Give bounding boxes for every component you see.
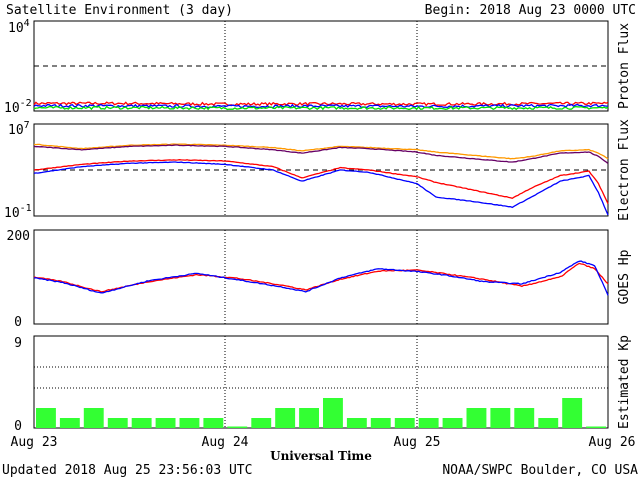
hp-panel-frame bbox=[33, 229, 609, 325]
electron-flux-series-orange bbox=[33, 143, 609, 160]
electron-flux-plot bbox=[33, 143, 609, 216]
xaxis-label: Universal Time bbox=[270, 449, 372, 463]
kp-ytick-top: 9 bbox=[14, 336, 22, 351]
kp-bar bbox=[227, 426, 248, 428]
kp-panel-frame bbox=[33, 335, 609, 429]
kp-ylabel: Estimated Kp bbox=[617, 335, 632, 429]
xtick-aug24: Aug 24 bbox=[202, 435, 249, 450]
kp-bar bbox=[418, 418, 439, 428]
kp-bar bbox=[346, 418, 367, 428]
kp-bar bbox=[131, 418, 152, 428]
kp-bar bbox=[83, 408, 104, 428]
kp-bar bbox=[514, 408, 535, 428]
kp-bar bbox=[442, 418, 463, 428]
chart-title: Satellite Environment (3 day) bbox=[6, 3, 233, 18]
kp-bar bbox=[59, 418, 80, 428]
kp-bar bbox=[538, 418, 559, 428]
kp-bars bbox=[36, 398, 606, 428]
hp-ylabel: GOES Hp bbox=[617, 249, 632, 304]
kp-bar bbox=[155, 418, 176, 428]
electron-flux-series-blue bbox=[33, 161, 609, 216]
kp-bar bbox=[394, 418, 415, 428]
kp-ytick-bottom: 0 bbox=[14, 419, 22, 434]
proton-ytick-bottom: 10-2 bbox=[4, 98, 32, 116]
kp-bar bbox=[299, 408, 319, 428]
credit-label: NOAA/SWPC Boulder, CO USA bbox=[442, 463, 638, 478]
hp-ytick-top: 200 bbox=[7, 229, 30, 244]
kp-bar bbox=[179, 418, 200, 428]
goes-hp-series-blue bbox=[33, 260, 609, 296]
proton-ytick-top: 104 bbox=[8, 18, 30, 36]
proton-flux-series-blue bbox=[33, 103, 609, 109]
electron-flux-series-purple bbox=[33, 144, 609, 164]
kp-bar bbox=[323, 398, 343, 428]
goes-hp-plot bbox=[33, 260, 609, 296]
electron-flux-series-red bbox=[33, 159, 609, 204]
begin-label: Begin: 2018 Aug 23 0000 UTC bbox=[425, 3, 636, 18]
xtick-aug23: Aug 23 bbox=[11, 435, 58, 450]
proton-ylabel: Proton Flux bbox=[617, 23, 632, 109]
kp-bar bbox=[490, 408, 511, 428]
updated-label: Updated 2018 Aug 25 23:56:03 UTC bbox=[2, 463, 252, 478]
electron-ytick-top: 107 bbox=[8, 120, 30, 138]
kp-bar bbox=[36, 408, 56, 428]
kp-bar bbox=[275, 408, 296, 428]
xtick-aug26: Aug 26 bbox=[589, 435, 636, 450]
kp-bar bbox=[251, 418, 272, 428]
kp-bar bbox=[370, 418, 391, 428]
electron-ytick-bottom: 10-1 bbox=[4, 203, 32, 221]
electron-ylabel: Electron Flux bbox=[617, 119, 632, 221]
kp-gridlines bbox=[34, 366, 608, 389]
proton-flux-series-green bbox=[33, 105, 609, 111]
goes-hp-series-red bbox=[33, 262, 609, 293]
kp-bar bbox=[586, 426, 606, 428]
hp-ytick-bottom: 0 bbox=[14, 315, 22, 330]
kp-bar bbox=[107, 418, 128, 428]
kp-bar bbox=[203, 418, 224, 428]
kp-bar bbox=[562, 398, 583, 428]
xtick-aug25: Aug 25 bbox=[394, 435, 441, 450]
kp-bar bbox=[466, 408, 487, 428]
proton-flux-plot bbox=[33, 101, 609, 111]
